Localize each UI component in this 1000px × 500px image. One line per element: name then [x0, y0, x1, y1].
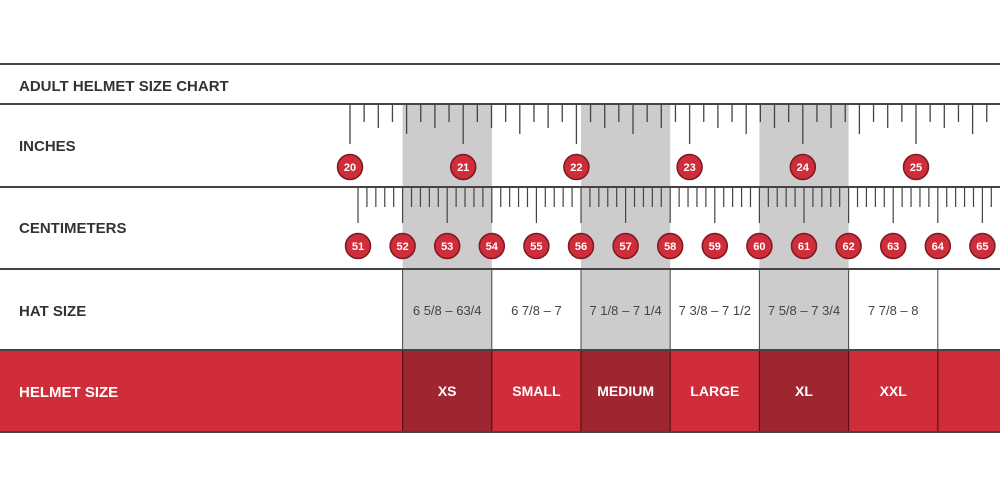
- badge-circle: [746, 232, 773, 260]
- badge-circle: [433, 232, 461, 260]
- badge-circle: [924, 232, 952, 260]
- badge-label: 53: [441, 241, 453, 253]
- hat-size-value: 6 7/8 – 7: [511, 303, 562, 318]
- cm-badge: 55: [523, 232, 550, 260]
- helmet-cell-xs: [402, 350, 492, 432]
- cm-badge: 53: [433, 232, 461, 260]
- badge-circle: [612, 232, 639, 260]
- helmet-cell-xl: [759, 350, 849, 432]
- helmet-size-row: XS SMALL MEDIUM LARGE XL XXL: [0, 350, 1000, 432]
- badge-circle: [523, 232, 550, 260]
- hat-size-value: 7 1/8 – 7 1/4: [589, 303, 661, 318]
- badge-label: 51: [352, 241, 364, 253]
- cm-badge: 56: [567, 232, 595, 260]
- helmet-size-value: XS: [438, 383, 457, 399]
- badge-circle: [879, 232, 907, 260]
- badge-label: 55: [530, 241, 542, 253]
- size-column-bands: [402, 104, 849, 350]
- cm-badge: 58: [656, 232, 684, 260]
- badge-label: 58: [664, 241, 676, 253]
- row-label-inches: INCHES: [19, 138, 76, 155]
- badge-label: 24: [797, 162, 810, 174]
- helmet-size-value: LARGE: [690, 383, 739, 399]
- badge-label: 59: [709, 241, 721, 253]
- inch-badge: 23: [676, 153, 703, 181]
- helmet-size-value: XL: [795, 383, 813, 399]
- inch-badge: 24: [789, 153, 817, 181]
- badge-circle: [389, 232, 416, 260]
- badge-circle: [902, 153, 930, 181]
- size-band-xs: [402, 104, 492, 350]
- cm-badge: 51: [344, 232, 372, 260]
- badge-label: 63: [887, 241, 899, 253]
- badge-label: 62: [842, 241, 854, 253]
- badge-label: 25: [910, 162, 922, 174]
- hat-size-row: 6 5/8 – 63/4 6 7/8 – 7 7 1/8 – 7 1/4 7 3/8 …: [402, 269, 939, 350]
- inch-badge: 21: [449, 153, 477, 181]
- size-band-xl: [759, 104, 849, 350]
- row-label-helmet-size: HELMET SIZE: [19, 384, 118, 401]
- badge-circle: [676, 153, 703, 181]
- badge-circle: [656, 232, 684, 260]
- cm-badge: 52: [389, 232, 416, 260]
- badge-label: 56: [575, 241, 587, 253]
- cm-badge: 65: [969, 232, 996, 260]
- badge-circle: [336, 153, 364, 181]
- hat-size-value: 7 7/8 – 8: [868, 303, 919, 318]
- badge-circle: [969, 232, 996, 260]
- hat-size-value: 7 5/8 – 7 3/4: [768, 303, 840, 318]
- cm-badge: 54: [478, 232, 506, 260]
- helmet-size-value: MEDIUM: [597, 383, 654, 399]
- row-label-centimeters: CENTIMETERS: [19, 220, 127, 237]
- helmet-size-value: XXL: [880, 383, 908, 399]
- badge-label: 57: [619, 241, 631, 253]
- inch-badge: 20: [336, 153, 364, 181]
- badge-label: 22: [570, 162, 582, 174]
- inch-badge: 22: [563, 153, 590, 181]
- badge-label: 23: [683, 162, 695, 174]
- badge-circle: [344, 232, 372, 260]
- badge-circle: [567, 232, 595, 260]
- ruler-badges: 20 21 22 23 24 25 51 52 53 54 55 56 57 58 59 60 61 62 63 64…: [336, 153, 996, 260]
- cm-badge: 61: [790, 232, 818, 260]
- cm-badge: 62: [835, 232, 862, 260]
- chart-title: ADULT HELMET SIZE CHART: [19, 78, 229, 95]
- size-band-medium: [581, 104, 671, 350]
- badge-label: 65: [976, 241, 988, 253]
- cm-badge: 64: [924, 232, 952, 260]
- badge-label: 60: [753, 241, 765, 253]
- cm-badge: 59: [701, 232, 729, 260]
- badge-label: 61: [798, 241, 810, 253]
- cm-badge: 57: [612, 232, 639, 260]
- row-label-hat-size: HAT SIZE: [19, 303, 86, 320]
- helmet-cell-medium: [581, 350, 671, 432]
- helmet-size-value: SMALL: [512, 383, 561, 399]
- badge-label: 52: [396, 241, 408, 253]
- cm-badge: 63: [879, 232, 907, 260]
- badge-circle: [563, 153, 590, 181]
- badge-label: 54: [486, 241, 499, 253]
- badge-label: 64: [932, 241, 945, 253]
- row-divider-lines: [0, 63, 1000, 433]
- badge-circle: [701, 232, 729, 260]
- badge-label: 21: [457, 162, 469, 174]
- cm-badge: 60: [746, 232, 773, 260]
- badge-circle: [478, 232, 506, 260]
- badge-circle: [835, 232, 862, 260]
- centimeters-ruler: [357, 187, 992, 223]
- inch-badge: 25: [902, 153, 930, 181]
- hat-size-value: 6 5/8 – 63/4: [413, 303, 482, 318]
- hat-size-value: 7 3/8 – 7 1/2: [679, 303, 751, 318]
- inches-ruler: [349, 104, 988, 144]
- badge-label: 20: [344, 162, 356, 174]
- helmet-row-background: [0, 350, 1000, 432]
- badge-circle: [790, 232, 818, 260]
- badge-circle: [449, 153, 477, 181]
- badge-circle: [789, 153, 817, 181]
